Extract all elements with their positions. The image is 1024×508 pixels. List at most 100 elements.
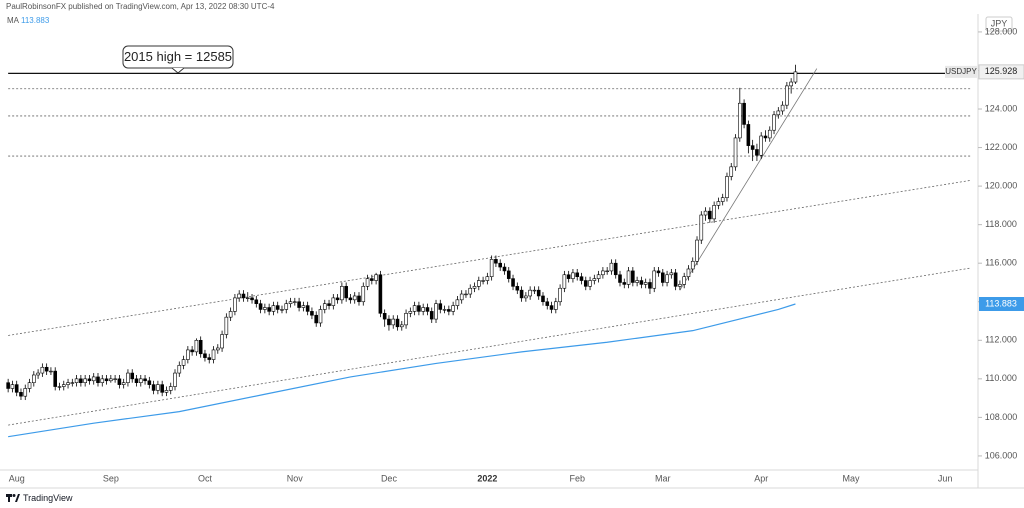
candle-body bbox=[40, 366, 45, 374]
candle-body bbox=[515, 286, 520, 291]
x-tick-label: Feb bbox=[569, 473, 585, 483]
x-tick-label: Apr bbox=[754, 473, 768, 483]
candle-body bbox=[395, 318, 400, 328]
candle-body bbox=[733, 137, 738, 168]
candle-body bbox=[763, 135, 768, 139]
brand-logo: TradingView bbox=[6, 493, 73, 503]
candle-body bbox=[682, 276, 686, 285]
candle-body bbox=[370, 278, 374, 281]
candle-body bbox=[374, 274, 378, 281]
candle-body bbox=[284, 303, 289, 310]
candle-body bbox=[134, 378, 139, 383]
candle-body bbox=[673, 272, 678, 287]
symbol-label: USDJPY bbox=[945, 67, 977, 76]
x-tick-label: Nov bbox=[287, 473, 304, 483]
x-tick-label: May bbox=[843, 473, 861, 483]
candle-body bbox=[280, 309, 284, 311]
candle-body bbox=[310, 311, 314, 316]
candle-body bbox=[669, 272, 674, 276]
trend-line bbox=[8, 179, 971, 336]
ma-price: 113.883 bbox=[985, 298, 1017, 308]
candle-body bbox=[288, 301, 293, 304]
candle-body bbox=[455, 299, 460, 306]
brand: TradingView bbox=[23, 493, 73, 503]
y-tick-label: 116.000 bbox=[985, 258, 1017, 268]
candle-body bbox=[485, 276, 490, 281]
candle-body bbox=[322, 303, 327, 310]
annotation: 2015 high = 12585 bbox=[122, 45, 234, 74]
candle-body bbox=[348, 297, 353, 301]
candle-body bbox=[233, 297, 237, 312]
y-tick-label: 112.000 bbox=[985, 335, 1017, 345]
candle-body bbox=[19, 392, 23, 397]
candle-body bbox=[61, 384, 66, 387]
candle-body bbox=[263, 307, 267, 310]
candle-body bbox=[442, 309, 447, 311]
candle-body bbox=[224, 316, 229, 335]
candle-body bbox=[746, 124, 751, 146]
candle-body bbox=[211, 349, 216, 360]
candle-body bbox=[429, 311, 434, 320]
candle-body bbox=[331, 297, 336, 306]
candle-body bbox=[168, 386, 173, 391]
candle-body bbox=[703, 210, 708, 216]
candle-body bbox=[686, 268, 691, 277]
candle-body bbox=[566, 274, 571, 279]
x-tick-label: Sep bbox=[103, 473, 119, 483]
candle-body bbox=[186, 349, 190, 360]
candle-body bbox=[652, 270, 657, 289]
candle-body bbox=[648, 282, 652, 289]
candle-body bbox=[785, 85, 789, 106]
candle-body bbox=[545, 301, 550, 306]
candle-body bbox=[335, 297, 340, 301]
candle-body bbox=[639, 280, 644, 285]
candle-body bbox=[147, 380, 152, 385]
candle-body bbox=[635, 280, 639, 283]
price-box bbox=[978, 64, 1024, 80]
candle-body bbox=[622, 282, 627, 285]
candle-body bbox=[301, 305, 306, 308]
candle-body bbox=[203, 353, 207, 358]
candle-body bbox=[194, 339, 199, 353]
candle-body bbox=[720, 197, 725, 202]
candle-body bbox=[314, 314, 319, 324]
candle-body bbox=[271, 305, 276, 312]
candle-body bbox=[365, 278, 370, 287]
candle-body bbox=[472, 286, 477, 289]
candle-body bbox=[70, 382, 75, 384]
y-tick-label: 108.000 bbox=[985, 412, 1018, 422]
candle-body bbox=[643, 282, 648, 285]
candle-body bbox=[23, 388, 28, 397]
candle-body bbox=[297, 301, 301, 308]
candle-body bbox=[451, 305, 455, 312]
candle-body bbox=[575, 272, 580, 277]
candle-body bbox=[601, 270, 605, 276]
candle-body bbox=[592, 278, 597, 281]
candle-body bbox=[742, 102, 746, 125]
candle-body bbox=[151, 384, 156, 391]
candle-body bbox=[528, 289, 532, 297]
candle-body bbox=[417, 305, 421, 312]
candle-body bbox=[725, 176, 729, 198]
candle-body bbox=[53, 370, 58, 387]
candle-body bbox=[579, 276, 584, 281]
logo-shape bbox=[8, 494, 10, 502]
candle-body bbox=[361, 286, 366, 303]
attribution: PaulRobinsonFX published on TradingView.… bbox=[6, 2, 275, 11]
candle-body bbox=[241, 293, 246, 299]
candle-body bbox=[695, 239, 699, 262]
candle-body bbox=[759, 135, 763, 156]
candle-body bbox=[57, 386, 62, 388]
candle-body bbox=[716, 201, 721, 206]
currency: JPY bbox=[991, 18, 1008, 28]
candle-body bbox=[293, 301, 297, 303]
x-tick-label: Dec bbox=[381, 473, 398, 483]
candle-body bbox=[216, 347, 220, 351]
candle-body bbox=[156, 384, 160, 391]
x-tick-label: Jun bbox=[938, 473, 953, 483]
candle-body bbox=[438, 303, 443, 310]
candle-body bbox=[571, 272, 575, 279]
candle-body bbox=[220, 334, 224, 349]
